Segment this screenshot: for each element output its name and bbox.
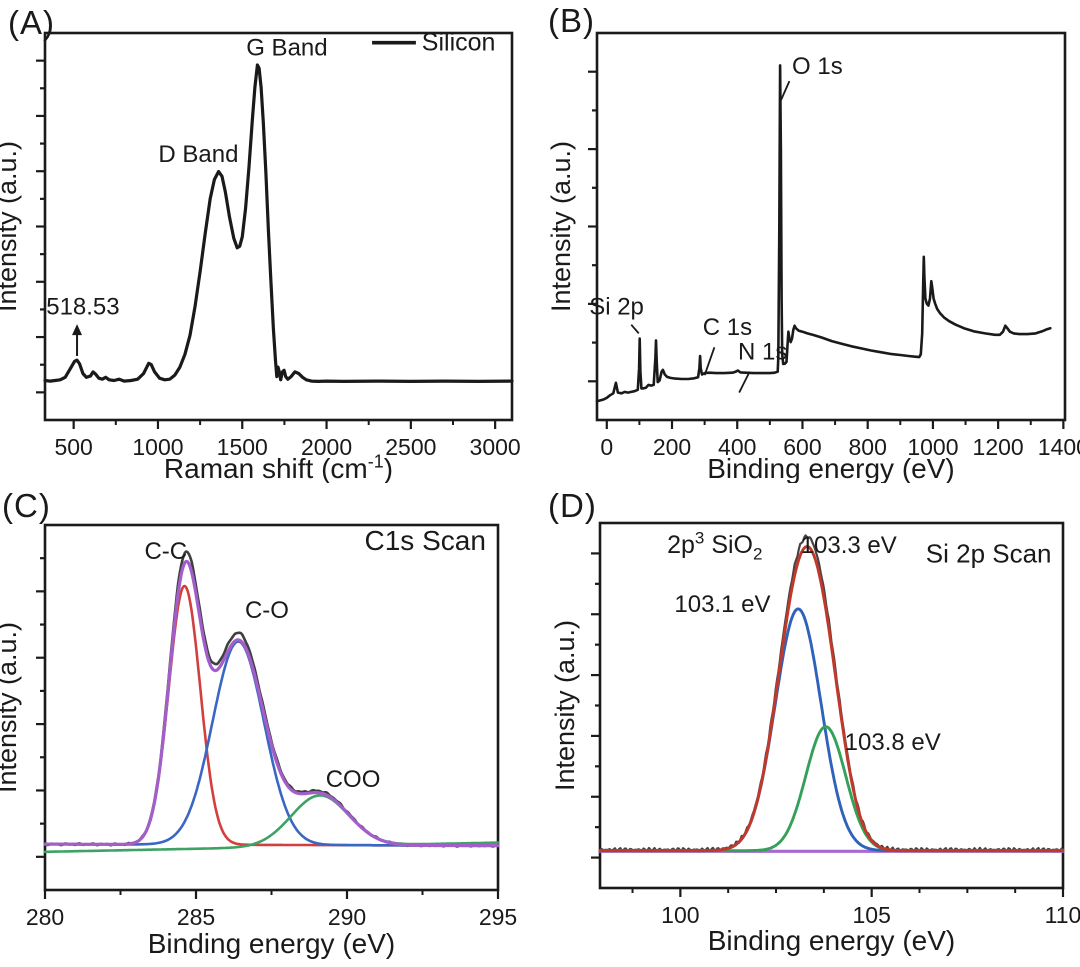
annotation-103-1-ev: 103.1 eV [674,591,770,618]
annotation-si-2p-scan: Si 2p Scan [926,538,1052,568]
x-axis-title: Raman shift (cm-1) [164,451,393,483]
curve-survey-spectrum [595,64,1052,403]
annotation-c-o: C-O [245,597,289,624]
curve-C-C-component [43,584,500,847]
curve-Silicon [43,63,514,383]
x-axis-title: Binding energy (eV) [708,925,955,956]
x-tick-label: 200 [653,434,691,460]
curve-raw-data [43,550,500,848]
x-tick-label: 2500 [385,434,436,460]
annotation-arrow-head [72,324,83,336]
x-tick-label: 295 [479,904,517,930]
x-tick-label: 100 [661,902,699,928]
annotation-leader-line [630,324,640,334]
annotation-n-1s: N 1s [738,339,787,366]
annotation-o-1s: O 1s [792,53,843,80]
x-tick-label: 500 [54,434,92,460]
x-tick-label: 285 [177,904,215,930]
annotation-leader-line [738,371,751,393]
x-axis-title: Binding energy (eV) [707,453,954,483]
y-axis-title: Intensity (a.u.) [0,141,22,312]
x-tick-label: 800 [849,434,887,460]
panel-d-label: (D) [548,487,597,524]
annotation-leader-line [780,80,791,101]
annotation-c-1s: C 1s [703,314,752,341]
annotation-coo: COO [326,766,381,793]
curve-envelope-fit [598,545,1065,853]
panel-b-xps-survey-chart: 0 200 400 600 800 1000 1200 1400 Binding energy … [546,31,1080,483]
legend-label: Silicon [422,29,496,57]
x-tick-label: 1200 [973,434,1024,460]
y-axis-title: Intensity (a.u.) [546,141,576,312]
panel-a-label: (A) [8,4,55,41]
annotation-518-53: 518.53 [46,294,119,321]
x-tick-label: 400 [718,434,756,460]
y-axis-title: Intensity (a.u.) [550,620,580,791]
annotation-d-band: D Band [158,141,238,168]
annotation-c-c: C-C [144,538,187,565]
annotation-leader-line [703,347,716,376]
x-tick-label: 280 [26,904,64,930]
panel-c-label: (C) [2,487,51,524]
panel-d-si2p-scan-chart: 100 105 110 Binding energy (eV) Intensity (a… [550,521,1080,956]
annotation-c1s-scan: C1s Scan [365,525,486,556]
axis-frame [598,521,1065,890]
curve-raw-data [598,534,1065,853]
x-tick-label: 1000 [907,434,958,460]
x-tick-label: 110 [1045,902,1080,928]
curve-peak-103-8 [598,725,1065,853]
annotation-103-8-ev: 103.8 eV [845,729,941,756]
axis-frame [595,31,1067,422]
x-tick-label: 1400 [1038,434,1080,460]
panel-b-label: (B) [548,2,595,39]
x-tick-label: 2000 [301,434,352,460]
annotation-si-2p: Si 2p [589,293,644,320]
x-tick-label: 0 [600,434,613,460]
x-tick-label: 3000 [470,434,521,460]
x-tick-label: 290 [328,904,366,930]
panel-a-raman-chart: 500 1000 1500 2000 2500 3000 Raman shift (cm-1… [0,29,521,483]
annotation-2p3-sio2: 2p3 SiO2 [667,529,762,564]
x-axis-title: Binding energy (eV) [148,928,395,959]
annotation-g-band: G Band [246,34,327,61]
annotation-103-3-ev: 103.3 eV [801,532,897,559]
curve-envelope-fit [43,559,500,848]
x-tick-label: 1000 [132,434,183,460]
x-tick-label: 600 [783,434,821,460]
panel-c-c1s-scan-chart: 280 285 290 295 Binding energy (eV) Intensity… [0,523,517,959]
x-tick-label: 105 [852,902,890,928]
x-tick-label: 1500 [217,434,268,460]
axis-frame [43,31,514,422]
y-axis-title: Intensity (a.u.) [0,622,22,793]
